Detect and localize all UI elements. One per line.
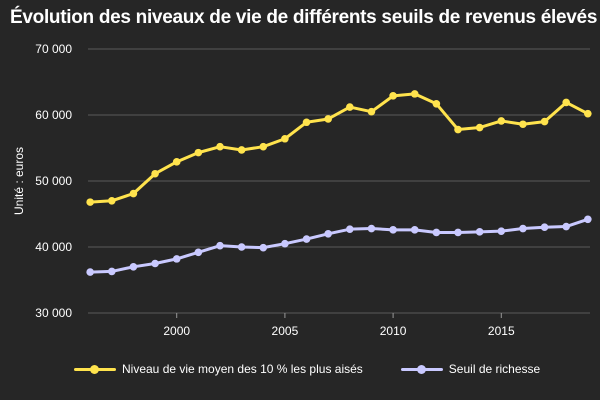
data-point[interactable] xyxy=(151,169,159,178)
data-point[interactable] xyxy=(108,197,116,205)
series-layer xyxy=(86,90,592,276)
data-point[interactable] xyxy=(129,263,138,271)
data-point[interactable] xyxy=(389,226,397,234)
series-1 xyxy=(86,90,592,206)
data-point[interactable] xyxy=(259,243,268,252)
x-tick-label: 2005 xyxy=(272,324,299,338)
data-point[interactable] xyxy=(259,142,268,151)
data-point[interactable] xyxy=(454,228,462,237)
data-point[interactable] xyxy=(540,117,549,126)
x-tick-label: 2010 xyxy=(380,324,407,338)
data-point[interactable] xyxy=(410,226,419,234)
data-point[interactable] xyxy=(584,215,592,224)
data-point[interactable] xyxy=(540,223,549,231)
data-point[interactable] xyxy=(346,225,354,233)
data-point[interactable] xyxy=(562,222,570,231)
series-2 xyxy=(86,215,592,276)
data-point[interactable] xyxy=(194,148,203,157)
series-line xyxy=(88,92,590,204)
data-point[interactable] xyxy=(216,241,224,250)
data-point[interactable] xyxy=(324,115,332,123)
data-point[interactable] xyxy=(497,227,506,235)
data-point[interactable] xyxy=(86,268,94,276)
data-point[interactable] xyxy=(129,189,138,198)
legend: Niveau de vie moyen des 10 % les plus ai… xyxy=(74,362,578,376)
x-tick-label: 2015 xyxy=(488,324,515,338)
data-point[interactable] xyxy=(237,243,246,251)
data-point[interactable] xyxy=(324,230,332,238)
data-point[interactable] xyxy=(151,259,159,268)
data-point[interactable] xyxy=(475,123,484,132)
data-point[interactable] xyxy=(519,120,527,129)
data-point[interactable] xyxy=(86,198,94,206)
y-tick-label: 30 000 xyxy=(35,306,72,320)
series-line xyxy=(88,217,590,274)
data-point[interactable] xyxy=(172,255,181,263)
data-point[interactable] xyxy=(367,107,376,116)
data-point[interactable] xyxy=(237,146,246,154)
legend-item-top-10[interactable]: Niveau de vie moyen des 10 % les plus ai… xyxy=(74,362,363,376)
data-point[interactable] xyxy=(454,125,462,134)
grid xyxy=(88,48,590,314)
data-point[interactable] xyxy=(497,117,506,125)
data-point[interactable] xyxy=(562,98,570,107)
data-point[interactable] xyxy=(108,267,116,276)
data-point[interactable] xyxy=(475,228,484,236)
data-point[interactable] xyxy=(216,142,224,151)
y-tick-label: 70 000 xyxy=(35,42,72,56)
data-point[interactable] xyxy=(432,228,441,237)
legend-item-seuil-richesse[interactable]: Seuil de richesse xyxy=(400,362,541,376)
data-point[interactable] xyxy=(281,239,289,248)
x-tick-label: 2000 xyxy=(163,324,190,338)
data-point[interactable] xyxy=(389,92,397,100)
data-point[interactable] xyxy=(172,158,181,166)
legend-label-top-10: Niveau de vie moyen des 10 % les plus ai… xyxy=(122,362,363,376)
y-axis-title: Unité : euros xyxy=(12,147,26,215)
y-axis: 30 000 40 000 50 000 60 000 70 000 xyxy=(35,42,72,320)
data-point[interactable] xyxy=(346,103,354,111)
y-tick-label: 60 000 xyxy=(35,108,72,122)
data-point[interactable] xyxy=(302,118,311,127)
y-tick-label: 40 000 xyxy=(35,240,72,254)
data-point[interactable] xyxy=(302,235,311,243)
data-point[interactable] xyxy=(432,99,441,108)
y-tick-label: 50 000 xyxy=(35,174,72,188)
chart-title: Évolution des niveaux de vie de différen… xyxy=(10,7,598,28)
legend-swatch-top-10 xyxy=(74,363,116,375)
data-point[interactable] xyxy=(281,134,289,143)
data-point[interactable] xyxy=(367,224,376,233)
legend-label-seuil-richesse: Seuil de richesse xyxy=(448,362,541,376)
data-point[interactable] xyxy=(584,109,592,118)
legend-swatch-seuil-richesse xyxy=(400,363,443,375)
x-axis: 2000 2005 2010 2015 xyxy=(163,313,515,338)
data-point[interactable] xyxy=(194,248,203,257)
data-point[interactable] xyxy=(519,224,527,233)
data-point[interactable] xyxy=(410,90,419,98)
